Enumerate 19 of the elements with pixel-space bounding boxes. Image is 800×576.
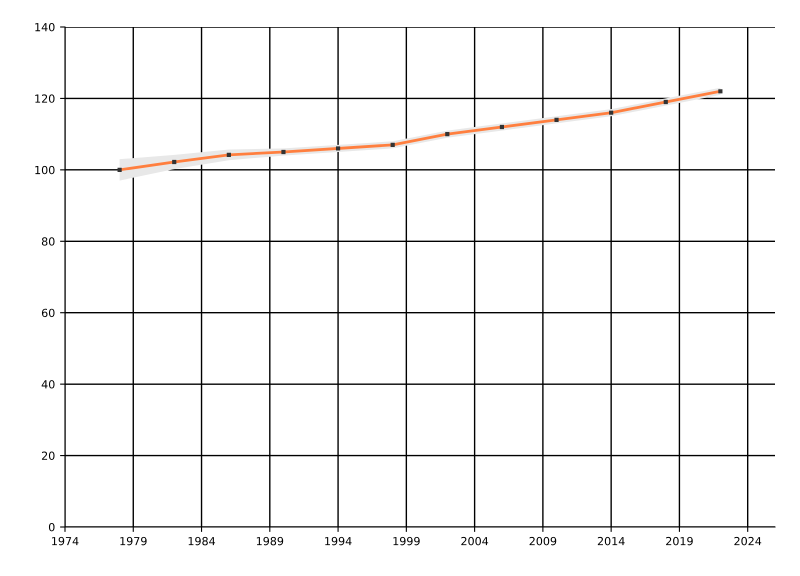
y-tick-label: 100 bbox=[35, 166, 55, 174]
x-tick-label: 2014 bbox=[598, 536, 625, 546]
y-tick-label: 60 bbox=[42, 308, 55, 318]
x-tick-label: 1974 bbox=[52, 536, 79, 546]
y-tick-label: 80 bbox=[42, 237, 55, 246]
x-tick-label: 1979 bbox=[120, 536, 147, 546]
x-tick-label: 2019 bbox=[666, 536, 693, 546]
x-tick-label: 2024 bbox=[734, 536, 762, 546]
x-tick-label: 1994 bbox=[325, 536, 352, 546]
y-tick-label: 20 bbox=[42, 452, 55, 460]
x-tick-label: 1989 bbox=[256, 536, 284, 546]
y-tick-label: 120 bbox=[35, 94, 55, 103]
y-tick-label: 140 bbox=[35, 22, 55, 32]
x-tick-label: 1999 bbox=[393, 536, 420, 546]
x-tick-label: 2009 bbox=[530, 536, 556, 546]
y-tick-label: 40 bbox=[42, 380, 55, 389]
x-tick-label: 2004 bbox=[461, 536, 488, 546]
y-tick-label: 0 bbox=[48, 522, 55, 532]
x-tick-label: 1984 bbox=[188, 536, 216, 546]
